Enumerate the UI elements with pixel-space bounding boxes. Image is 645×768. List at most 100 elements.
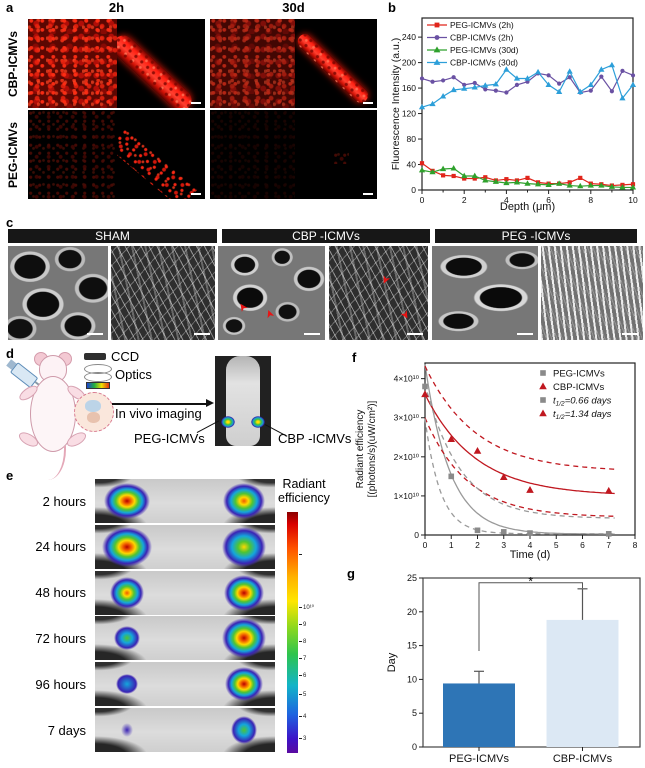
fluorescence-depth-chart: 0 40 80 120 160 200 240 0 2 4 6 8 10 Fluorescence Int… bbox=[390, 17, 638, 213]
ivis-image-row bbox=[95, 616, 275, 661]
panel-a-row-label-peg: PEG-ICMVs bbox=[6, 121, 20, 188]
mouse-illustration bbox=[16, 350, 98, 480]
svg-text:CBP-ICMVs: CBP-ICMVs bbox=[553, 382, 604, 393]
colorbar-tick: 8 bbox=[299, 639, 306, 645]
colorbar-tick: 6 bbox=[299, 673, 306, 679]
panel-label-g: g bbox=[347, 566, 355, 581]
colorbar-tick: 5 bbox=[299, 692, 306, 698]
svg-text:3: 3 bbox=[501, 540, 506, 550]
svg-text:2: 2 bbox=[475, 540, 480, 550]
red-arrow-icon: ➤ bbox=[397, 308, 413, 323]
panel-label-a: a bbox=[6, 0, 14, 15]
sem-group-header: PEG -ICMVs bbox=[435, 229, 637, 243]
svg-text:6: 6 bbox=[546, 195, 551, 205]
panel-label-c: c bbox=[6, 215, 14, 230]
luminescence-spot-right bbox=[222, 618, 266, 659]
luminescence-spot-left bbox=[116, 674, 138, 695]
fluorescence-image-cbp-2h bbox=[28, 19, 205, 108]
svg-text:40: 40 bbox=[407, 160, 417, 170]
colorbar-tick: 10¹⁰ bbox=[299, 605, 314, 611]
sem-image bbox=[8, 246, 108, 340]
svg-text:PEG-ICMVs: PEG-ICMVs bbox=[449, 753, 509, 765]
svg-text:10: 10 bbox=[628, 195, 638, 205]
luminescence-spot-right bbox=[223, 483, 265, 519]
svg-text:CBP-ICMVs: CBP-ICMVs bbox=[553, 753, 613, 765]
svg-text:4: 4 bbox=[528, 540, 533, 550]
scale-bar bbox=[191, 193, 201, 195]
luminescence-spot-left bbox=[114, 626, 140, 651]
colorbar-tick: 9 bbox=[299, 622, 306, 628]
colorbar-tick bbox=[299, 552, 303, 558]
svg-text:*: * bbox=[528, 575, 533, 589]
svg-text:200: 200 bbox=[402, 58, 416, 68]
fluorescence-image-cbp-30d bbox=[210, 19, 377, 108]
fluorescence-texture bbox=[210, 110, 295, 199]
luminescence-spot-left bbox=[104, 483, 150, 519]
luminescence-spot bbox=[221, 416, 235, 428]
red-arrow-icon: ➤ bbox=[236, 299, 252, 314]
scale-bar bbox=[407, 333, 423, 335]
ccd-camera-icon bbox=[84, 353, 106, 360]
svg-text:6: 6 bbox=[580, 540, 585, 550]
svg-text:CBP-ICMVs (30d): CBP-ICMVs (30d) bbox=[450, 58, 518, 68]
svg-text:CBP-ICMVs (2h): CBP-ICMVs (2h) bbox=[450, 33, 513, 43]
timepoint-label: 48 hours bbox=[35, 585, 86, 601]
svg-text:120: 120 bbox=[402, 109, 416, 119]
optics-label: Optics bbox=[115, 367, 152, 382]
scale-bar bbox=[191, 102, 201, 104]
ivis-image-row bbox=[95, 662, 275, 707]
scale-bar bbox=[194, 333, 210, 335]
timepoint-label: 2 hours bbox=[42, 493, 86, 509]
colorbar-ticks: 10¹⁰ 9 8 7 6 5 4 3 bbox=[299, 512, 329, 753]
luminescence-spot-right bbox=[231, 716, 257, 744]
svg-text:10: 10 bbox=[407, 674, 417, 684]
svg-text:80: 80 bbox=[407, 134, 417, 144]
svg-text:0: 0 bbox=[420, 195, 425, 205]
scale-bar bbox=[622, 333, 638, 335]
fluorescence-implant bbox=[117, 19, 205, 108]
luminescence-spot-left bbox=[102, 526, 152, 567]
ivis-mouse-photo bbox=[215, 356, 271, 446]
fluorescence-implant bbox=[295, 19, 377, 108]
svg-text:t1/2=1.34 days: t1/2=1.34 days bbox=[553, 409, 612, 421]
svg-text:0: 0 bbox=[423, 540, 428, 550]
schematic-panel: CCD Optics In vivo imaging PEG-ICMVs CBP… bbox=[0, 346, 390, 480]
ivis-image-row bbox=[95, 708, 275, 752]
ivis-image-row bbox=[95, 479, 275, 523]
scale-bar bbox=[304, 333, 320, 335]
luminescence-spot-right bbox=[225, 667, 263, 702]
colorbar-tick: 3 bbox=[299, 736, 306, 742]
svg-text:25: 25 bbox=[407, 573, 417, 583]
ivis-image-row bbox=[95, 570, 275, 615]
timepoint-label: 7 days bbox=[47, 722, 86, 738]
fluorescence-texture bbox=[210, 19, 295, 108]
sem-group-header: CBP -ICMVs bbox=[222, 229, 430, 243]
svg-text:PEG-ICMVs: PEG-ICMVs bbox=[553, 369, 605, 380]
svg-text:Time (d): Time (d) bbox=[510, 549, 551, 561]
luminescence-spot bbox=[251, 416, 265, 428]
in-vivo-imaging-label: In vivo imaging bbox=[115, 406, 202, 421]
luminescence-spot-left bbox=[121, 723, 133, 737]
svg-text:1×10¹⁰: 1×10¹⁰ bbox=[394, 491, 420, 501]
scale-bar bbox=[87, 333, 103, 335]
svg-text:0: 0 bbox=[412, 742, 417, 752]
svg-text:4: 4 bbox=[504, 195, 509, 205]
panel-label-e: e bbox=[6, 468, 14, 483]
radiant-efficiency-colorbar bbox=[287, 512, 298, 753]
fluorescence-image-peg-2h bbox=[28, 110, 205, 199]
sensor-strip-icon bbox=[86, 382, 110, 389]
fluorescence-texture bbox=[28, 110, 117, 199]
colorbar-title: Radiant efficiency bbox=[278, 477, 330, 505]
panel-a-row-label-cbp: CBP-ICMVs bbox=[6, 30, 20, 97]
arrow-head-icon bbox=[206, 399, 214, 407]
fluorescence-image-peg-30d bbox=[210, 110, 377, 199]
fluorescence-texture bbox=[28, 19, 117, 108]
svg-text:15: 15 bbox=[407, 641, 417, 651]
svg-text:8: 8 bbox=[588, 195, 593, 205]
svg-text:5: 5 bbox=[412, 708, 417, 718]
colorbar-tick: 4 bbox=[299, 714, 306, 720]
red-arrow-icon: ➤ bbox=[378, 273, 393, 287]
knee-zoom-circle bbox=[74, 392, 114, 432]
red-arrow-icon: ➤ bbox=[263, 307, 278, 321]
